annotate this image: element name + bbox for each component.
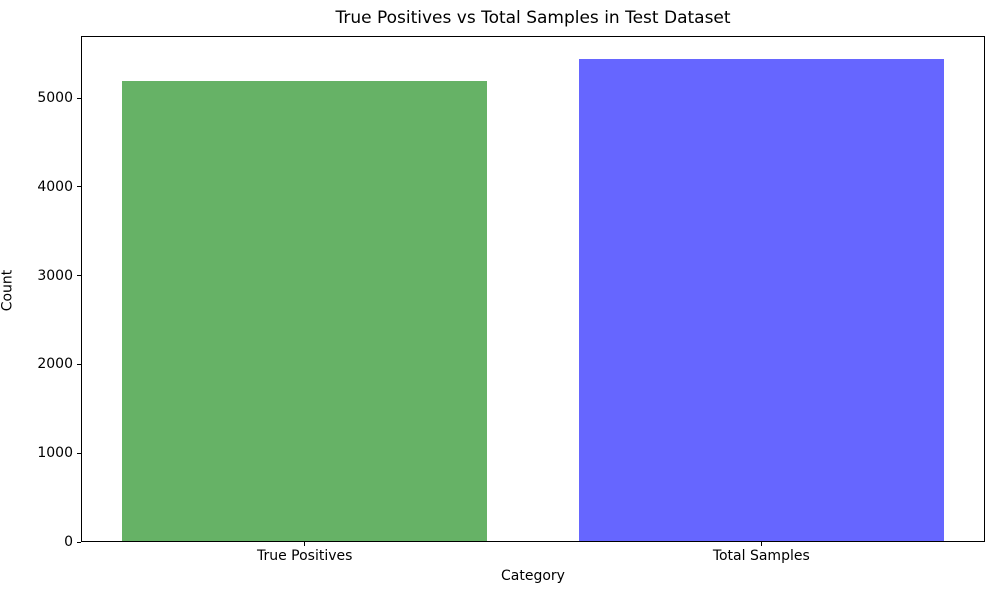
y-tick-label-5000: 5000 [37,90,73,107]
y-tick-label-1000: 1000 [37,445,73,462]
x-tick-mark-true-positives [304,542,306,546]
y-tick-label-4000: 4000 [37,178,73,195]
chart-title: True Positives vs Total Samples in Test … [335,8,731,28]
bar-total-samples [578,59,944,541]
y-axis-label: Count [0,269,16,312]
plot-area [81,36,985,542]
bar-true-positives [122,80,488,541]
y-tick-mark-0 [77,541,81,543]
y-tick-mark-1000 [77,452,81,454]
x-tick-mark-total-samples [760,542,762,546]
y-tick-mark-2000 [77,363,81,365]
x-axis-label: Category [501,568,565,584]
y-tick-mark-3000 [77,275,81,277]
y-tick-label-0: 0 [64,534,73,550]
x-tick-label-total-samples: Total Samples [712,548,810,564]
y-tick-mark-5000 [77,97,81,99]
y-tick-label-2000: 2000 [37,356,73,373]
x-tick-label-true-positives: True Positives [256,548,353,564]
y-tick-label-3000: 3000 [37,267,73,284]
y-tick-mark-4000 [77,186,81,188]
